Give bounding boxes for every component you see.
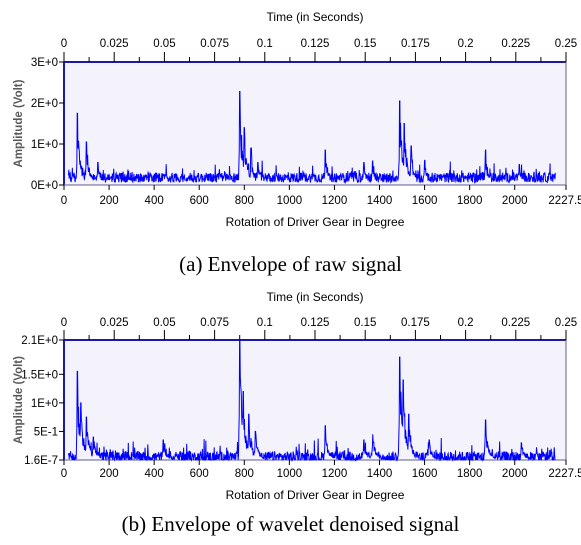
plot-area — [64, 62, 566, 185]
caption-a: (a) Envelope of raw signal — [179, 252, 402, 276]
x-tick-label: 1400 — [367, 468, 393, 480]
top-tick-label: 0.15 — [354, 38, 376, 50]
y-tick-label: 0E+0 — [31, 180, 58, 192]
y-tick-label: 2.1E+0 — [21, 335, 58, 347]
x-tick-label: 0 — [61, 468, 67, 480]
y-axis-title: Amplitude (Volt) — [13, 79, 25, 167]
top-axis-title: Time (in Seconds) — [267, 10, 364, 24]
chart-a: Time (in Seconds) 0 0.025 0.05 0.075 0.1 0.125… — [13, 10, 581, 229]
x-tick-label: 1200 — [322, 468, 348, 480]
x-tick-label: 600 — [190, 195, 209, 207]
x-tick-label: 1600 — [412, 468, 438, 480]
top-tick-label: 0.175 — [401, 317, 430, 329]
x-axis-title: Rotation of Driver Gear in Degree — [226, 488, 405, 502]
top-tick-label: 0.075 — [200, 317, 229, 329]
y-tick-label: 1.6E-7 — [24, 455, 58, 467]
y-tick-label: 1E+0 — [31, 139, 58, 151]
plot-area — [64, 340, 566, 460]
top-tick-label: 0 — [61, 38, 67, 50]
top-tick-label: 0.25 — [555, 38, 577, 50]
x-tick-label: 0 — [61, 195, 67, 207]
y-tick-label: 1.5E+0 — [21, 369, 58, 381]
top-tick-label: 0.05 — [153, 317, 175, 329]
top-tick-label: 0.05 — [153, 38, 175, 50]
top-tick-label: 0.075 — [200, 38, 229, 50]
x-tick-label: 1800 — [457, 468, 483, 480]
x-tick-label: 2227.5 — [548, 468, 581, 480]
signal-trace — [68, 339, 556, 462]
caption-b: (b) Envelope of wavelet denoised signal — [121, 512, 460, 536]
x-tick-label: 1000 — [277, 468, 303, 480]
x-tick-label: 1200 — [322, 195, 348, 207]
x-tick-label: 200 — [99, 468, 118, 480]
x-axis-title: Rotation of Driver Gear in Degree — [226, 215, 405, 229]
x-tick-label: 200 — [99, 195, 118, 207]
x-tick-label: 2000 — [502, 195, 528, 207]
top-tick-label: 0.225 — [501, 38, 530, 50]
y-tick-label: 5E-1 — [34, 426, 58, 438]
top-tick-label: 0 — [61, 317, 67, 329]
chart-b: Time (in Seconds) 0 0.025 0.05 0.075 0.1 0.125… — [13, 290, 581, 502]
x-tick-label: 600 — [190, 468, 209, 480]
top-tick-label: 0.125 — [301, 38, 330, 50]
x-tick-label: 800 — [235, 468, 254, 480]
chart-panel-a: Time (in Seconds) 0 0.025 0.05 0.075 0.1 0.125… — [13, 10, 581, 276]
top-tick-label: 0.15 — [354, 317, 376, 329]
x-tick-label: 1000 — [277, 195, 303, 207]
top-tick-label: 0.225 — [501, 317, 530, 329]
top-tick-label: 0.175 — [401, 38, 430, 50]
y-tick-label: 3E+0 — [31, 57, 58, 69]
top-tick-label: 0.1 — [257, 317, 273, 329]
x-tick-label: 2000 — [502, 468, 528, 480]
x-tick-label: 1400 — [367, 195, 393, 207]
x-tick-label: 400 — [145, 468, 164, 480]
x-tick-label: 1600 — [412, 195, 438, 207]
top-tick-label: 0.2 — [458, 38, 474, 50]
top-tick-label: 0.1 — [257, 38, 273, 50]
y-axis-title: Amplitude (Volt) — [13, 356, 25, 444]
top-axis-title: Time (in Seconds) — [267, 290, 364, 304]
x-tick-label: 400 — [145, 195, 164, 207]
top-tick-label: 0.025 — [100, 317, 129, 329]
x-tick-label: 1800 — [457, 195, 483, 207]
y-tick-label: 2E+0 — [31, 98, 58, 110]
chart-panel-b: Time (in Seconds) 0 0.025 0.05 0.075 0.1 0.125… — [0, 286, 581, 545]
top-tick-label: 0.2 — [458, 317, 474, 329]
top-tick-label: 0.025 — [100, 38, 129, 50]
top-tick-label: 0.25 — [555, 317, 577, 329]
signal-trace — [68, 91, 556, 185]
x-tick-label: 2227.5 — [548, 195, 581, 207]
y-tick-label: 1E+0 — [31, 398, 58, 410]
top-tick-label: 0.125 — [301, 317, 330, 329]
x-tick-label: 800 — [235, 195, 254, 207]
